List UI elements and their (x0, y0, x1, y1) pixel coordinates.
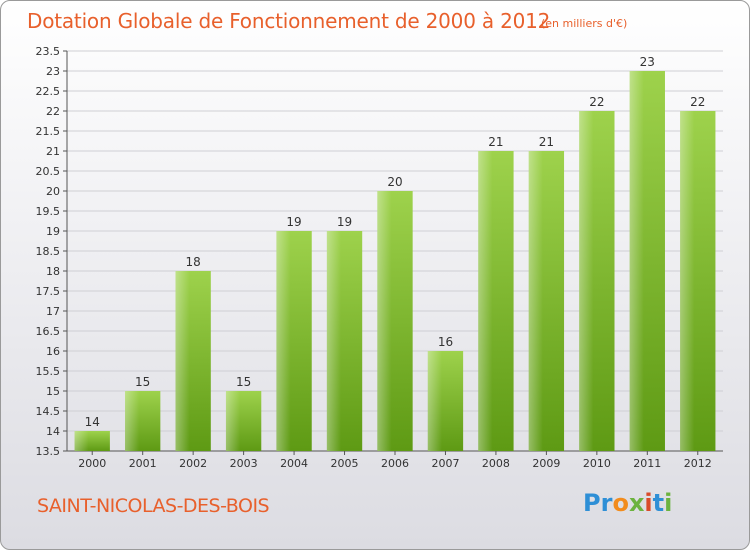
bar-highlight (276, 231, 312, 451)
y-tick-label: 15.5 (36, 365, 61, 378)
y-tick-label: 22 (46, 105, 60, 118)
value-label: 22 (690, 95, 705, 109)
bar-highlight (629, 71, 665, 451)
value-label: 21 (488, 135, 503, 149)
y-tick-label: 19.5 (36, 205, 61, 218)
x-tick-label: 2004 (280, 457, 308, 470)
x-tick-label: 2007 (431, 457, 459, 470)
y-tick-label: 14 (46, 425, 60, 438)
y-tick-label: 20 (46, 185, 60, 198)
bar-highlight (478, 151, 514, 451)
value-label: 23 (640, 55, 655, 69)
y-tick-label: 22.5 (36, 85, 61, 98)
bar-highlight (125, 391, 161, 451)
value-label: 22 (589, 95, 604, 109)
value-label: 14 (85, 415, 100, 429)
y-tick-label: 18.5 (36, 245, 61, 258)
proxiti-logo: Proxiti (583, 489, 673, 517)
y-tick-label: 21.5 (36, 125, 61, 138)
commune-name: SAINT-NICOLAS-DES-BOIS (37, 495, 270, 517)
y-tick-label: 20.5 (36, 165, 61, 178)
chart-unit: (en milliers d'€) (541, 17, 628, 30)
x-tick-label: 2011 (633, 457, 661, 470)
bar-chart: 13.5 14 14.5 15 15.5 16 16.5 17 17.5 18 18.5 19 19.5… (36, 45, 723, 470)
y-tick-label: 18 (46, 265, 60, 278)
bar-highlight (175, 271, 211, 451)
x-tick-label: 2000 (78, 457, 106, 470)
y-tick-label: 21 (46, 145, 60, 158)
y-tick-label: 17.5 (36, 285, 61, 298)
x-tick-label: 2005 (331, 457, 359, 470)
bar-highlight (225, 391, 262, 451)
bar-highlight (427, 351, 464, 451)
y-tick-label: 16.5 (36, 325, 61, 338)
bar-highlight (377, 191, 413, 451)
y-tick-label: 19 (46, 225, 60, 238)
bar-highlight (680, 111, 716, 451)
value-label: 21 (539, 135, 554, 149)
x-tick-label: 2006 (381, 457, 409, 470)
x-tick-label: 2008 (482, 457, 510, 470)
bar-highlight (528, 151, 565, 451)
value-label: 19 (286, 215, 301, 229)
value-label: 18 (186, 255, 201, 269)
x-tick-label: 2001 (129, 457, 157, 470)
y-tick-label: 15 (46, 385, 60, 398)
value-label: 15 (135, 375, 150, 389)
x-tick-label: 2002 (179, 457, 207, 470)
x-tick-label: 2012 (684, 457, 712, 470)
chart-title: Dotation Globale de Fonctionnement de 20… (27, 9, 551, 33)
y-tick-label: 14.5 (36, 405, 61, 418)
x-tick-label: 2003 (230, 457, 258, 470)
y-tick-label: 23 (46, 65, 60, 78)
bar-highlight (579, 111, 615, 451)
bar-highlight (74, 431, 110, 451)
bar-highlight (326, 231, 363, 451)
y-tick-label: 13.5 (36, 445, 61, 458)
x-tick-label: 2010 (583, 457, 611, 470)
y-tick-label: 17 (46, 305, 60, 318)
value-label: 20 (387, 175, 402, 189)
y-tick-label: 16 (46, 345, 60, 358)
y-tick-label: 23.5 (36, 45, 61, 58)
value-label: 15 (236, 375, 251, 389)
value-label: 19 (337, 215, 352, 229)
x-tick-label: 2009 (532, 457, 560, 470)
value-label: 16 (438, 335, 453, 349)
